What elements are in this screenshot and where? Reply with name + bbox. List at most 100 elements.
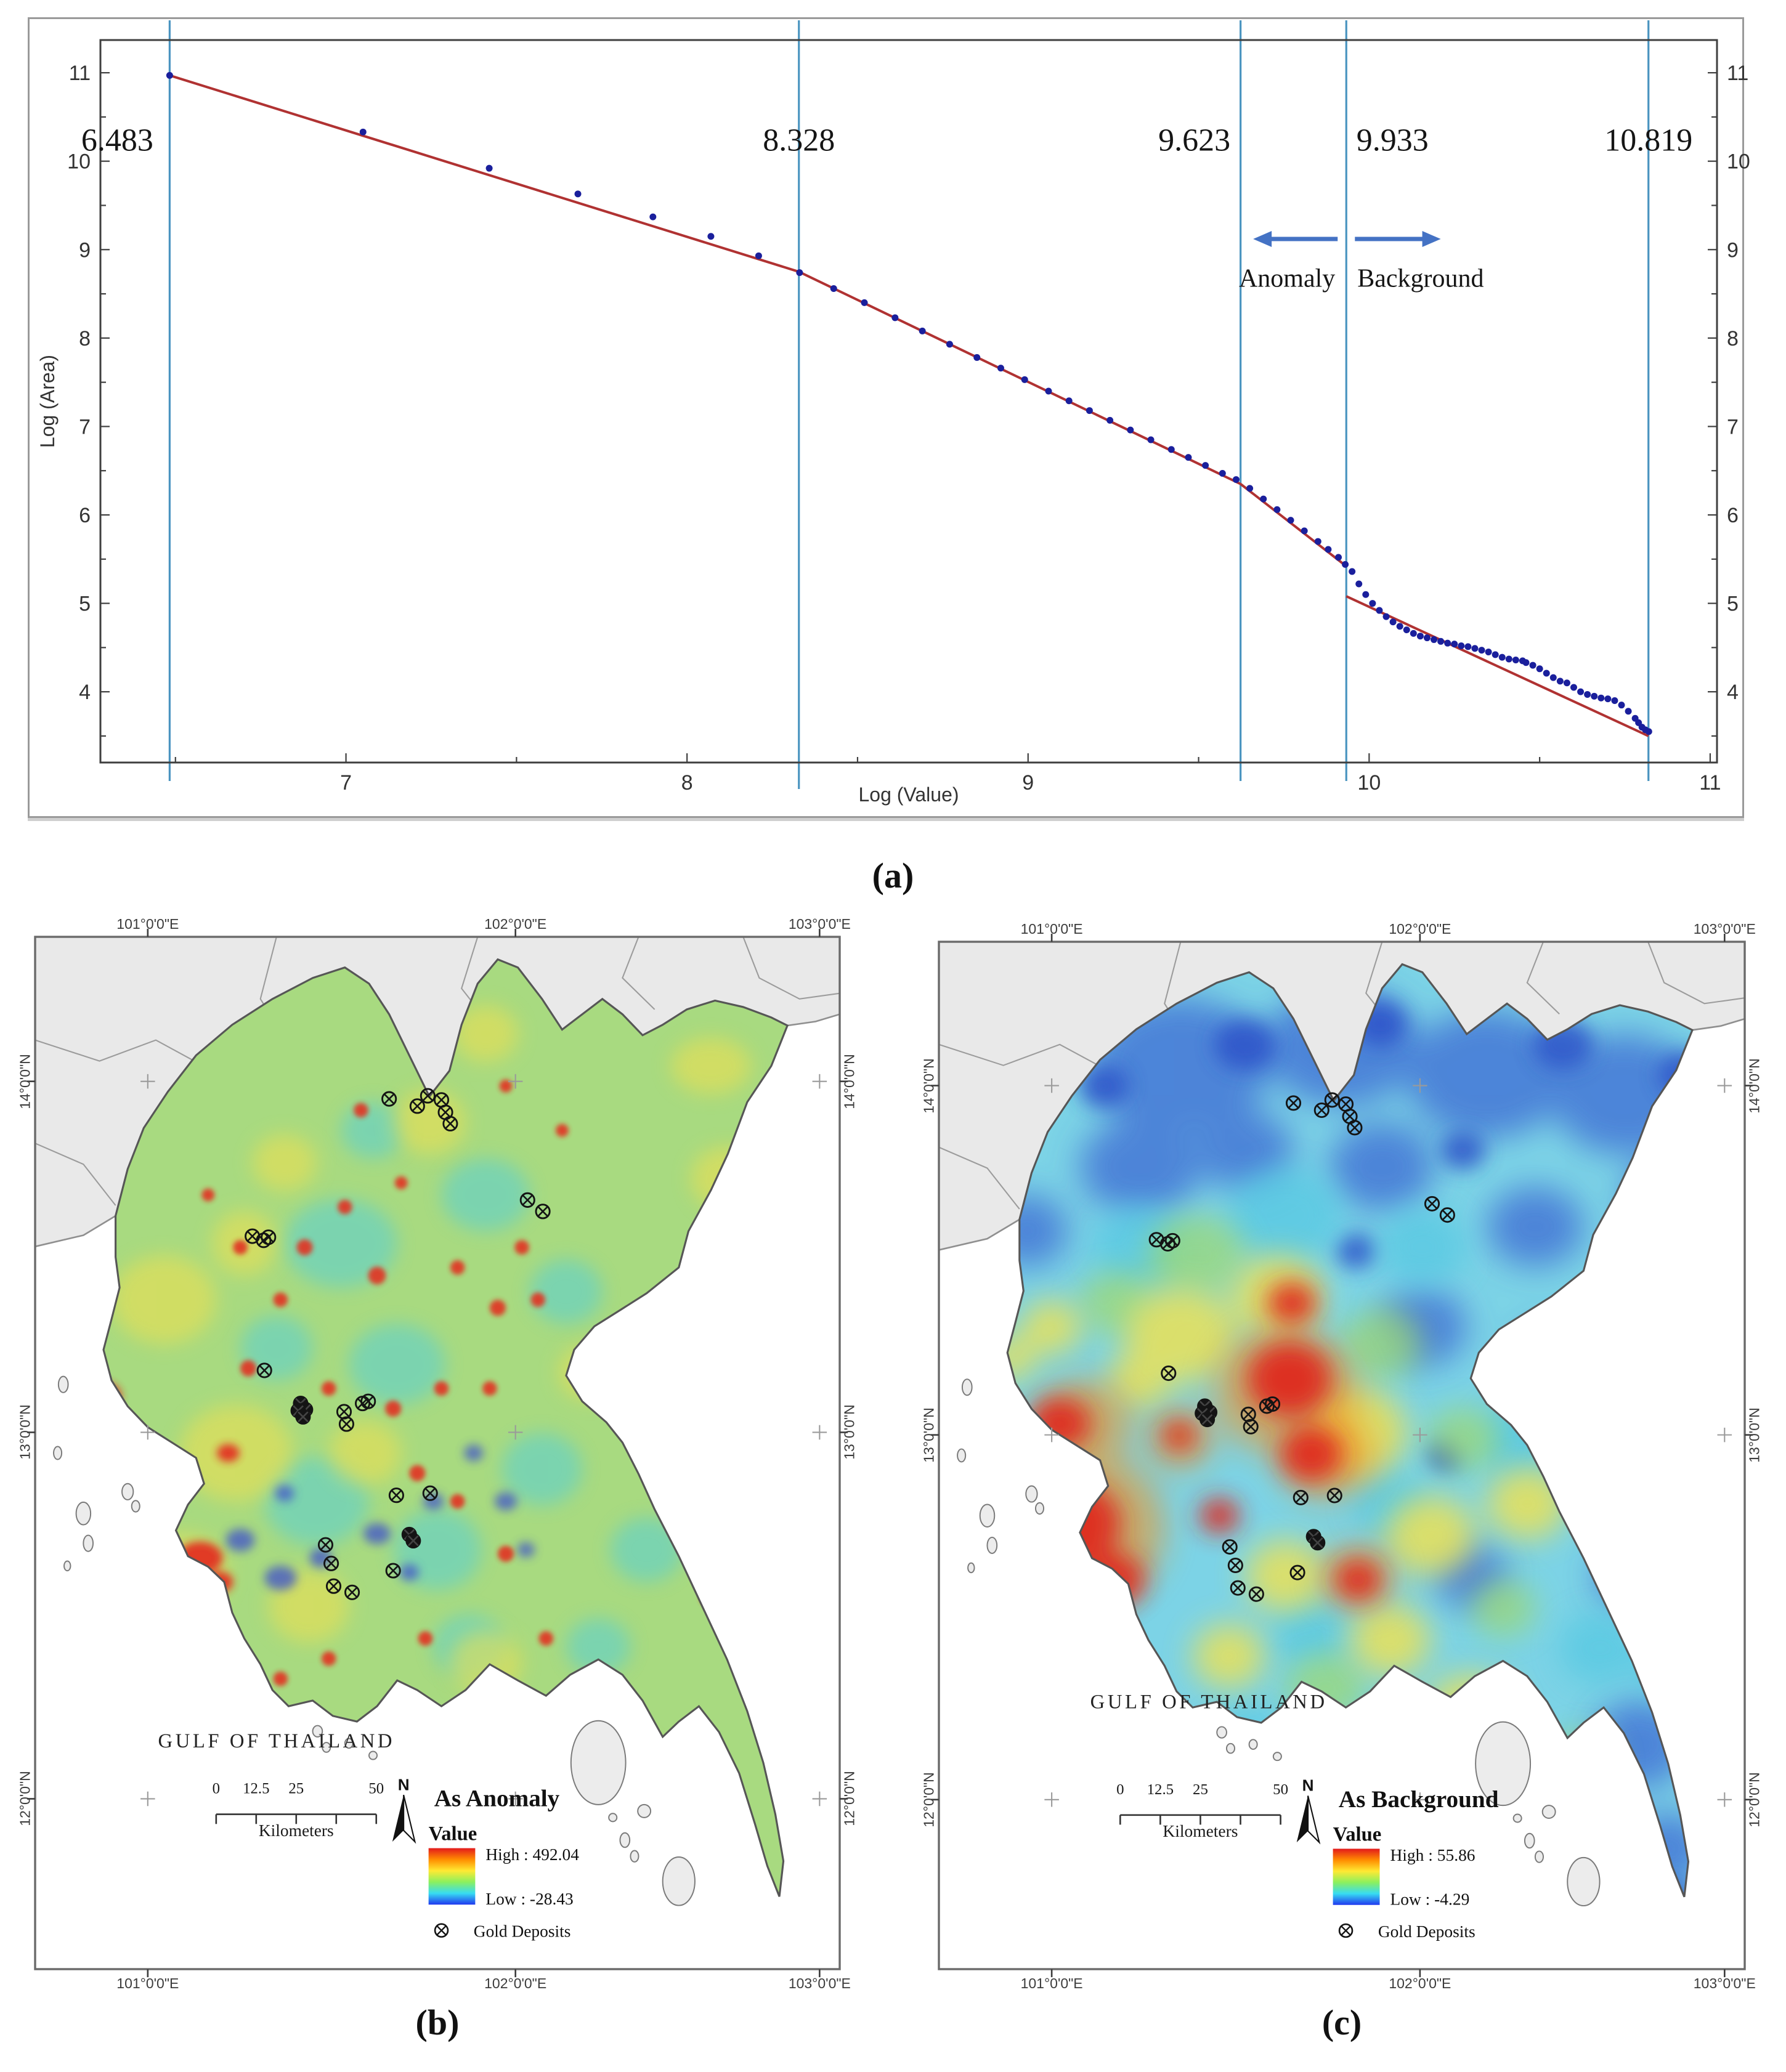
gold-deposit-marker (261, 1229, 277, 1245)
gold-deposit-marker (344, 1584, 360, 1600)
y-axis-title: Log (Area) (36, 355, 59, 448)
ca-fractal-plot: 7 8 9 10 11 4 4 5 5 6 6 7 7 8 8 9 9 10 10 11 11 Log (Value) Lo… (36, 20, 1750, 806)
coord-label-right: 12°0'0"N (841, 1771, 858, 1827)
svg-text:50: 50 (1273, 1781, 1288, 1798)
legend-value-label: Value (429, 1823, 477, 1845)
coord-label-top: 103°0'0"E (1693, 921, 1756, 937)
gold-deposit-marker (422, 1485, 438, 1501)
caption-a: (a) (872, 856, 914, 896)
gulf-of-thailand-label: GULF OF THAILAND (1090, 1691, 1328, 1714)
coord-label-top: 101°0'0"E (1020, 921, 1083, 937)
legend-high-label: High : 55.86 (1390, 1846, 1475, 1864)
gold-deposit-marker (385, 1563, 401, 1579)
gold-deposit-marker (1248, 1586, 1264, 1602)
svg-text:8: 8 (79, 327, 91, 350)
legend-title: As Background (1339, 1786, 1499, 1813)
color-ramp (1333, 1848, 1380, 1905)
svg-text:12.5: 12.5 (1147, 1781, 1174, 1798)
gold-deposit-markers (1148, 1092, 1455, 1602)
svg-text:Kilometers: Kilometers (1163, 1822, 1238, 1840)
svg-text:25: 25 (1193, 1781, 1208, 1798)
gold-deposit-marker (388, 1487, 404, 1503)
coord-label-right: 13°0'0"N (1746, 1407, 1763, 1463)
gold-deposit-marker (1293, 1489, 1309, 1505)
north-arrow-icon: N (1296, 1776, 1321, 1845)
axis-tick-labels: 7 8 9 10 11 4 4 5 5 6 6 7 7 8 8 9 9 10 10 11 11 (67, 62, 1750, 795)
gold-deposit-marker (1161, 1366, 1177, 1382)
svg-text:8: 8 (681, 771, 693, 795)
legend-high-label: High : 492.04 (485, 1845, 579, 1864)
gold-deposit-marker (405, 1532, 421, 1549)
svg-text:4: 4 (1727, 681, 1739, 704)
coord-label-right: 12°0'0"N (1746, 1772, 1763, 1827)
gold-deposit-marker (323, 1555, 339, 1571)
coord-label-right: 14°0'0"N (841, 1053, 858, 1109)
svg-text:25: 25 (288, 1781, 304, 1797)
gold-deposit-marker (1164, 1232, 1180, 1248)
legend-title: As Anomaly (434, 1785, 560, 1811)
data-points (166, 71, 1652, 735)
svg-text:6: 6 (79, 504, 91, 527)
svg-text:4: 4 (79, 681, 91, 704)
svg-text:10.819: 10.819 (1604, 123, 1692, 158)
threshold-labels: 6.483 8.328 9.623 9.933 10.819 (81, 123, 1692, 158)
gold-deposits-legend-symbol (434, 1923, 449, 1938)
gold-deposit-marker (1285, 1095, 1302, 1111)
gold-deposit-markers (245, 1088, 551, 1600)
gold-deposit-marker (1313, 1103, 1329, 1119)
legend-low-label: Low : -4.29 (1390, 1890, 1469, 1909)
legend: As Background Value High : 55.86 Low : -4.2… (1333, 1786, 1499, 1941)
coord-label-bottom: 101°0'0"E (116, 1975, 179, 1991)
gold-deposit-marker (519, 1192, 535, 1208)
coord-label-bottom: 102°0'0"E (1389, 1975, 1451, 1991)
svg-text:10: 10 (67, 150, 91, 174)
frame-ticks (26, 928, 848, 1978)
svg-text:0: 0 (213, 1781, 220, 1797)
coord-label-top: 102°0'0"E (1389, 921, 1451, 937)
gold-deposit-marker (420, 1088, 436, 1104)
color-ramp (428, 1848, 476, 1905)
as-background-map-panel: GULF OF THAILAND 0 12.5 25 50 Kilometers N As B… (921, 921, 1763, 1991)
north-arrow-icon: N (392, 1775, 416, 1844)
gold-deposit-marker (1227, 1557, 1243, 1573)
legend: As Anomaly Value High : 492.04 Low : -28.43… (428, 1785, 579, 1941)
gulf-of-thailand-label: GULF OF THAILAND (158, 1730, 395, 1752)
gold-deposit-marker (1424, 1196, 1440, 1212)
plot-frame (99, 39, 1718, 764)
fitted-lines (169, 74, 1649, 737)
gold-deposit-marker (1243, 1418, 1259, 1435)
svg-text:0: 0 (1116, 1781, 1124, 1798)
legend-low-label: Low : -28.43 (485, 1890, 573, 1908)
coord-label-left: 14°0'0"N (17, 1053, 33, 1109)
gold-deposit-marker (1439, 1207, 1455, 1223)
as-anomaly-map: GULF OF THAILAND 0 12.5 25 50 Kilometers N As A… (26, 928, 848, 1978)
gold-deposit-marker (1222, 1539, 1238, 1555)
svg-text:Kilometers: Kilometers (259, 1821, 334, 1840)
coord-label-left: 13°0'0"N (17, 1404, 33, 1460)
gold-deposit-marker (1347, 1120, 1363, 1136)
gold-deposit-marker (409, 1098, 425, 1114)
svg-text:N: N (398, 1775, 410, 1794)
frame-ticks (930, 933, 1753, 1978)
axis-ticks (100, 72, 1717, 763)
gold-deposits-legend-label: Gold Deposits (474, 1922, 571, 1941)
background-label: Background (1357, 265, 1484, 293)
islands (53, 1375, 696, 1906)
caption-b: (b) (415, 2002, 460, 2042)
coord-label-bottom: 103°0'0"E (788, 1975, 851, 1991)
svg-text:9.623: 9.623 (1158, 123, 1230, 158)
gold-deposit-marker (1289, 1564, 1305, 1580)
gold-deposit-marker (535, 1204, 551, 1220)
gold-deposit-marker (1324, 1092, 1340, 1108)
gold-deposit-marker (1310, 1535, 1326, 1551)
svg-text:7: 7 (340, 771, 352, 795)
map-frame (34, 936, 841, 1970)
gold-deposit-marker (381, 1091, 397, 1107)
svg-text:6: 6 (1727, 504, 1739, 527)
gold-deposit-marker (1342, 1109, 1358, 1125)
svg-text:12.5: 12.5 (243, 1781, 269, 1797)
svg-text:9: 9 (1727, 238, 1739, 262)
gold-deposit-marker (1264, 1396, 1281, 1412)
svg-text:5: 5 (79, 593, 91, 616)
gold-deposit-marker (1230, 1580, 1246, 1596)
